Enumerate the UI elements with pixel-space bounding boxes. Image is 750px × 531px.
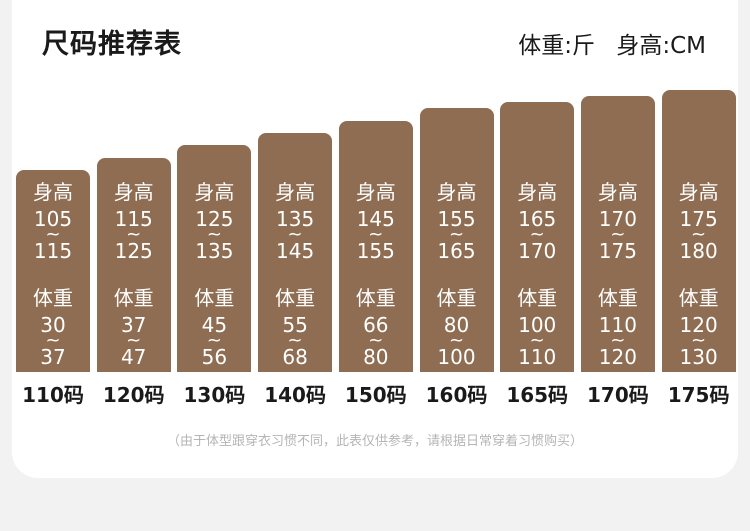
- height-max: 175: [598, 238, 637, 263]
- height-label: 身高: [678, 180, 719, 204]
- weight-label: 体重: [275, 285, 316, 310]
- size-bar: 身高 145 ~155 体重 66 ~80: [338, 120, 413, 372]
- height-tilde: ~: [448, 223, 465, 245]
- height-max: 145: [276, 238, 315, 263]
- weight-tilde: ~: [287, 329, 303, 351]
- height-min: 155: [437, 206, 476, 231]
- height-tilde: ~: [610, 223, 626, 245]
- weight-tilde: ~: [45, 330, 61, 351]
- size-label: 140码: [264, 383, 326, 407]
- weight-min: 80: [443, 312, 470, 337]
- height-min: 135: [276, 206, 315, 231]
- height-max: 170: [518, 238, 557, 263]
- weight-label: 体重: [517, 285, 558, 310]
- size-label: 175码: [667, 383, 730, 407]
- height-label: 身高: [275, 179, 316, 204]
- weight-max: 68: [282, 344, 308, 369]
- height-tilde: ~: [206, 223, 222, 245]
- size-label: 130码: [183, 383, 246, 407]
- weight-tilde: ~: [529, 329, 545, 351]
- height-tilde: ~: [126, 223, 142, 245]
- weight-tilde: ~: [448, 329, 465, 351]
- weight-max: 56: [201, 344, 228, 369]
- height-max: 135: [195, 238, 234, 263]
- weight-tilde: ~: [368, 329, 384, 351]
- height-min: 115: [114, 206, 153, 231]
- weight-label: 体重: [436, 285, 477, 310]
- height-max: 165: [437, 238, 476, 263]
- height-max: 155: [356, 238, 395, 263]
- weight-max: 130: [679, 345, 718, 369]
- height-tilde: ~: [691, 224, 707, 245]
- size-bar: 身高 135 ~145 体重 55 ~68: [258, 133, 333, 372]
- weight-min: 37: [120, 312, 147, 337]
- height-label: 身高: [113, 179, 154, 204]
- height-tilde: ~: [287, 223, 303, 245]
- weight-label: 体重: [194, 285, 235, 310]
- height-tilde: ~: [45, 224, 61, 245]
- height-label: 身高: [194, 179, 235, 204]
- height-tilde: ~: [368, 223, 384, 245]
- size-bar: 身高 175 ~180 体重 120 ~130: [661, 90, 736, 372]
- weight-label: 体重: [33, 286, 73, 310]
- size-label: 120码: [102, 383, 165, 407]
- size-bar: 身高 155 ~165 体重 80 ~100: [419, 108, 494, 372]
- height-label: 身高: [436, 179, 477, 204]
- height-label: 身高: [33, 180, 73, 204]
- size-bar: 身高 105 ~115 体重 30 ~37: [16, 170, 90, 372]
- unit-weight: 体重:斤: [518, 33, 596, 59]
- weight-min: 30: [40, 313, 66, 337]
- disclaimer-note: （由于体型跟穿衣习惯不同，此表仅供参考，请根据日常穿着习惯购买）: [166, 434, 583, 449]
- height-min: 145: [356, 206, 395, 231]
- unit-height: 身高:CM: [616, 33, 706, 59]
- height-min: 125: [195, 206, 234, 231]
- height-min: 170: [598, 206, 637, 231]
- weight-tilde: ~: [126, 329, 142, 351]
- size-bar: 身高 125 ~135 体重 45 ~56: [177, 145, 252, 372]
- weight-min: 66: [363, 312, 389, 337]
- height-tilde: ~: [529, 223, 545, 245]
- height-label: 身高: [517, 179, 558, 204]
- size-label: 165码: [506, 383, 569, 407]
- height-label: 身高: [597, 179, 638, 204]
- size-label: 150码: [344, 383, 407, 407]
- weight-tilde: ~: [610, 329, 626, 351]
- height-max: 115: [33, 239, 73, 263]
- size-bar: 身高 165 ~170 体重 100 ~110: [500, 102, 575, 372]
- height-min: 175: [679, 207, 718, 231]
- weight-label: 体重: [597, 285, 638, 310]
- height-max: 180: [679, 239, 718, 263]
- units-legend: 体重:斤 身高:CM: [518, 26, 706, 60]
- weight-max: 80: [363, 344, 389, 369]
- weight-max: 37: [40, 345, 66, 369]
- weight-max: 120: [598, 344, 637, 369]
- size-label: 170码: [587, 383, 649, 407]
- size-label: 160码: [425, 383, 488, 407]
- size-label: 110码: [22, 383, 84, 407]
- weight-tilde: ~: [691, 330, 707, 351]
- weight-min: 45: [201, 312, 228, 337]
- size-bar: 身高 170 ~175 体重 110 ~120: [580, 96, 655, 372]
- height-min: 165: [518, 206, 557, 231]
- weight-min: 110: [598, 312, 637, 337]
- height-max: 125: [114, 238, 153, 263]
- weight-label: 体重: [355, 285, 396, 310]
- page-title: 尺码推荐表: [42, 29, 182, 60]
- height-label: 身高: [355, 179, 396, 204]
- weight-label: 体重: [678, 286, 719, 310]
- weight-min: 100: [518, 312, 557, 337]
- weight-max: 110: [518, 344, 557, 369]
- weight-min: 120: [679, 313, 718, 337]
- weight-tilde: ~: [206, 329, 222, 351]
- weight-max: 100: [437, 344, 476, 369]
- weight-label: 体重: [113, 285, 154, 310]
- size-bar: 身高 115 ~125 体重 37 ~47: [96, 157, 171, 372]
- weight-max: 47: [120, 344, 147, 369]
- height-min: 105: [33, 207, 73, 231]
- weight-min: 55: [282, 312, 308, 337]
